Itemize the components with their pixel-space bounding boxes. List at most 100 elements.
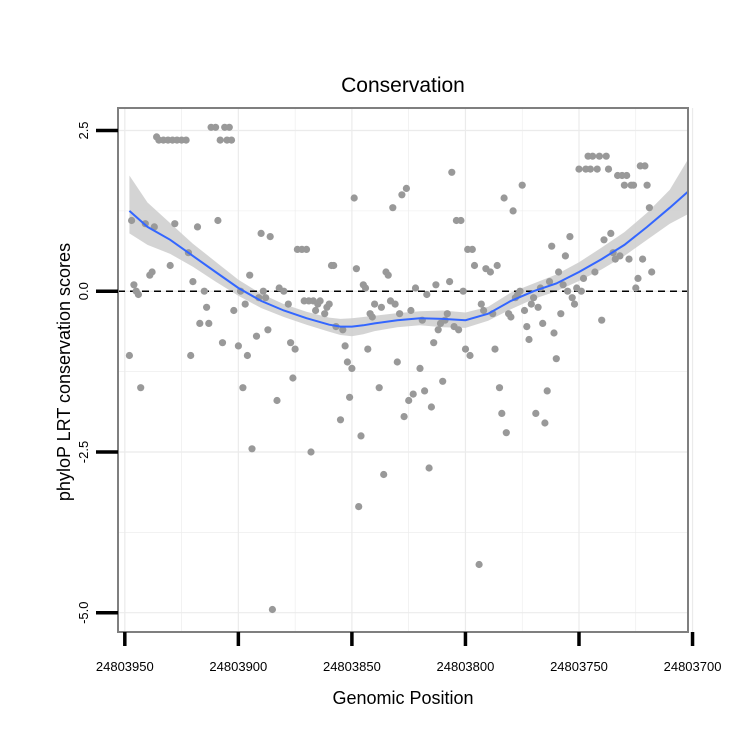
- data-point: [380, 470, 388, 479]
- data-point: [248, 445, 256, 453]
- y-tick-label: -2.5: [76, 441, 91, 463]
- data-point: [561, 252, 570, 260]
- data-point: [262, 294, 270, 302]
- plot-panel-border: [117, 107, 689, 633]
- data-point: [557, 310, 565, 318]
- data-point: [486, 268, 494, 276]
- data-point: [171, 220, 179, 228]
- data-point: [330, 261, 338, 270]
- data-point: [130, 281, 138, 289]
- data-point: [568, 294, 576, 302]
- data-point: [325, 300, 333, 308]
- data-point: [241, 300, 249, 308]
- data-point: [252, 332, 261, 340]
- data-point: [257, 229, 265, 237]
- data-point: [457, 216, 465, 225]
- data-point: [550, 329, 558, 337]
- data-point: [239, 384, 247, 392]
- data-point: [509, 207, 517, 215]
- confidence-band-area: [129, 159, 688, 337]
- data-point: [389, 204, 397, 212]
- data-point: [393, 358, 401, 366]
- data-point: [312, 306, 320, 315]
- data-point: [518, 181, 526, 189]
- data-point: [543, 387, 551, 395]
- data-point: [273, 396, 281, 405]
- data-point: [166, 261, 174, 270]
- data-point: [407, 306, 415, 315]
- data-point: [591, 268, 599, 276]
- data-point: [595, 152, 604, 160]
- data-point: [371, 300, 379, 308]
- data-point: [491, 345, 499, 353]
- data-point: [321, 310, 329, 318]
- x-tick-label: 24803700: [664, 659, 722, 674]
- data-point: [411, 284, 420, 292]
- data-point: [405, 396, 413, 405]
- data-point: [423, 290, 431, 299]
- data-point: [227, 136, 236, 144]
- data-point: [441, 316, 449, 324]
- data-point: [339, 326, 347, 334]
- chart-title: Conservation: [341, 74, 465, 97]
- data-point: [280, 287, 288, 295]
- data-point: [648, 268, 656, 276]
- data-point: [493, 261, 501, 270]
- data-point: [470, 261, 479, 270]
- data-point: [525, 335, 533, 344]
- data-point: [400, 413, 408, 421]
- data-point: [446, 278, 454, 286]
- data-point: [287, 339, 295, 347]
- x-tick-label: 24803900: [209, 659, 267, 674]
- data-point: [289, 374, 297, 382]
- x-axis: 24803950 24803900 24803850 24803800 24803750…: [96, 632, 722, 674]
- data-point: [264, 326, 272, 334]
- data-point: [634, 274, 642, 282]
- data-point: [187, 351, 195, 360]
- data-point: [203, 303, 211, 311]
- data-point: [495, 384, 504, 392]
- data-point: [443, 310, 451, 318]
- data-point: [570, 300, 579, 308]
- data-point: [520, 306, 529, 315]
- data-point: [586, 165, 595, 173]
- data-point: [639, 255, 647, 263]
- data-point: [361, 284, 370, 292]
- data-point: [577, 287, 585, 295]
- data-point: [137, 384, 145, 392]
- data-point: [516, 287, 524, 295]
- data-point: [307, 448, 315, 456]
- data-point: [616, 252, 624, 260]
- x-tick-label: 24803950: [96, 659, 154, 674]
- y-tick-label: 2.5: [76, 121, 91, 139]
- x-tick-label: 24803800: [437, 659, 495, 674]
- data-point: [398, 191, 406, 199]
- data-points: [125, 123, 656, 614]
- data-point: [343, 358, 351, 366]
- data-point: [589, 152, 597, 160]
- data-point: [357, 432, 365, 440]
- data-point: [391, 300, 399, 308]
- y-tick-label: -5.0: [76, 601, 91, 623]
- data-point: [625, 255, 633, 263]
- x-tick-label: 24803850: [323, 659, 381, 674]
- data-point: [645, 204, 654, 212]
- data-point: [604, 165, 613, 173]
- data-point: [284, 300, 292, 308]
- data-point: [196, 319, 204, 327]
- data-point: [620, 181, 629, 189]
- data-point: [225, 123, 233, 131]
- data-point: [598, 316, 606, 324]
- data-point: [564, 287, 572, 295]
- data-point: [218, 339, 227, 347]
- data-point: [402, 184, 410, 192]
- data-point: [302, 245, 311, 253]
- data-point: [421, 387, 429, 395]
- data-point: [128, 216, 136, 225]
- data-point: [475, 560, 483, 569]
- data-point: [148, 268, 156, 276]
- data-point: [377, 303, 385, 311]
- data-point: [346, 393, 354, 401]
- data-point: [468, 245, 476, 253]
